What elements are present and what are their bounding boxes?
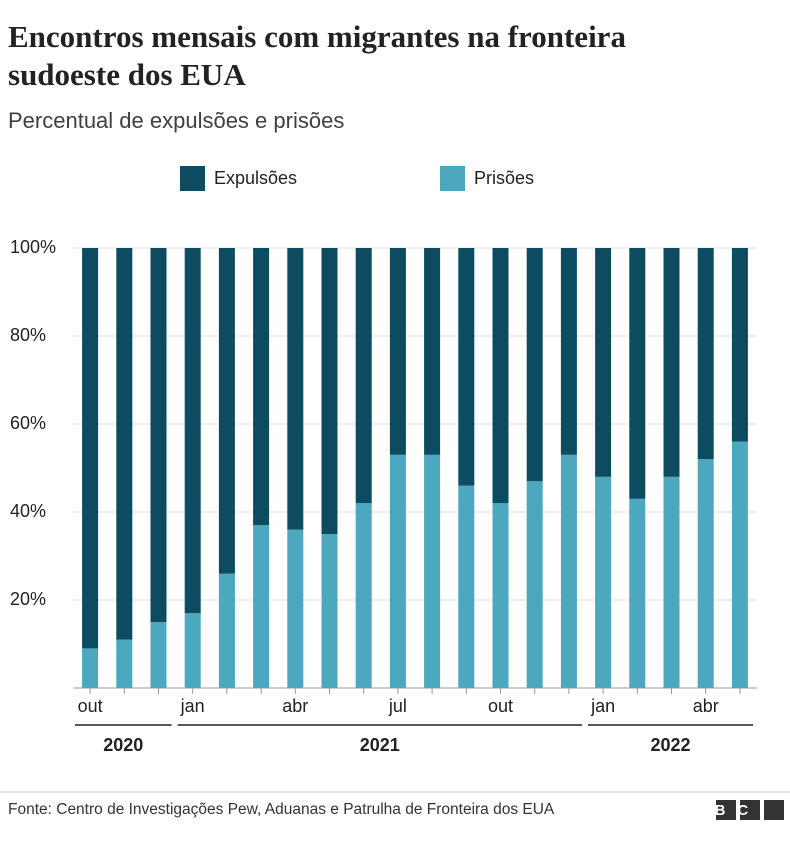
bar-segment [82,248,99,649]
bar-segment [116,639,133,688]
bar-segment [697,248,714,460]
logo-box [764,800,784,820]
bar-segment [629,498,646,688]
legend-label: Prisões [474,168,534,188]
bar-segment [287,529,304,688]
bar-segment [458,248,475,486]
x-tick-label: out [78,696,103,716]
y-tick-label: 60% [10,413,46,433]
x-tick-label: jan [590,696,615,716]
bar-segment [287,248,304,530]
bar-segment [150,248,167,622]
y-tick-label: 80% [10,325,46,345]
bar-segment [492,503,509,688]
y-tick-label: 20% [10,589,46,609]
bar-segment [355,248,372,504]
bar-segment [150,622,167,688]
bar-segment [389,454,406,688]
x-tick-label: abr [282,696,308,716]
y-tick-label: 100% [10,237,56,257]
bar-segment [526,248,543,482]
group-label: 2022 [650,735,690,755]
bar-segment [560,248,577,455]
bar-segment [253,248,270,526]
bar-segment [458,485,475,688]
bar-segment [116,248,133,640]
bar-segment [595,476,612,688]
bar-segment [526,481,543,688]
chart-subtitle: Percentual de expulsões e prisões [8,108,345,133]
logo-box [716,800,736,820]
x-tick-label: out [488,696,513,716]
bar-segment [253,525,270,688]
bar-segment [218,248,235,574]
bar-segment [184,613,201,688]
bar-segment [218,573,235,688]
bar-segment [321,248,338,534]
group-label: 2020 [103,735,143,755]
legend-swatch [440,166,465,191]
bar-segment [424,454,441,688]
bar-segment [389,248,406,455]
bar-segment [731,248,748,442]
bar-segment [697,459,714,688]
x-tick-label: jul [388,696,407,716]
bar-segment [560,454,577,688]
chart-title: Encontros mensais com migrantes na front… [8,19,626,92]
logo-box [740,800,760,820]
bar-segment [492,248,509,504]
bar-segment [355,503,372,688]
bar-segment [731,441,748,688]
x-tick-label: jan [180,696,205,716]
legend-label: Expulsões [214,168,297,188]
logo: BBC [692,802,761,819]
x-tick-label: abr [693,696,719,716]
bar-segment [595,248,612,477]
y-tick-label: 40% [10,501,46,521]
bar-segment [321,534,338,688]
bar-segment [663,248,680,477]
legend-swatch [180,166,205,191]
source-note: Fonte: Centro de Investigações Pew, Adua… [8,801,555,818]
bar-segment [663,476,680,688]
bar-segment [629,248,646,499]
bar-segment [184,248,201,614]
bar-segment [82,648,99,688]
group-label: 2021 [360,735,400,755]
bar-segment [424,248,441,455]
